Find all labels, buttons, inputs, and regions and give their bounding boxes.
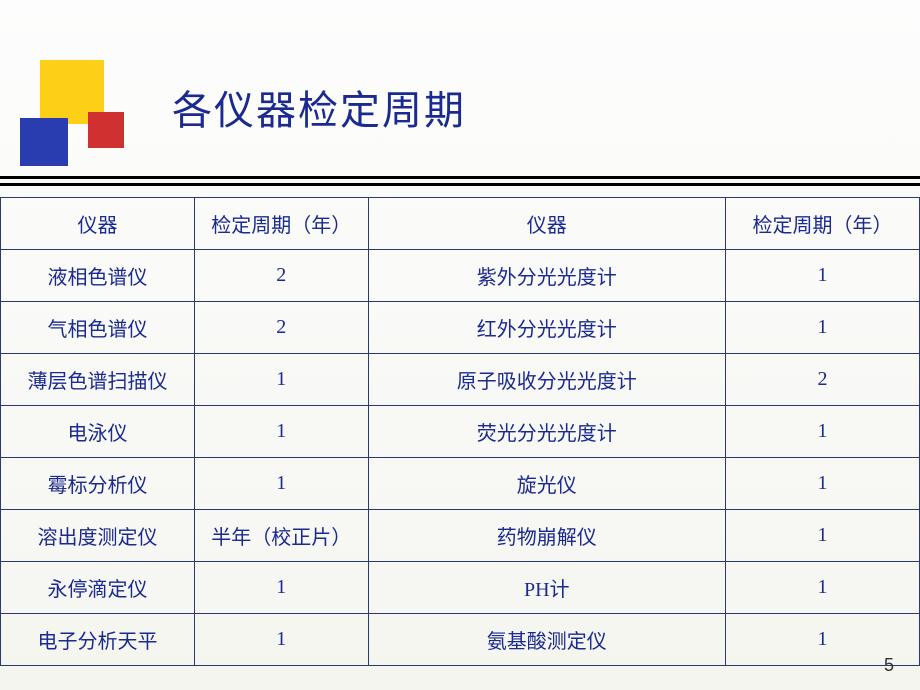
table-header-cell: 仪器 [368, 198, 725, 250]
table-header-cell: 仪器 [1, 198, 195, 250]
table-cell: 溶出度测定仪 [1, 510, 195, 562]
square-blue [20, 118, 68, 166]
table-cell: 气相色谱仪 [1, 302, 195, 354]
table-cell: 1 [725, 562, 919, 614]
table-cell: 荧光分光光度计 [368, 406, 725, 458]
table-cell: 1 [195, 458, 369, 510]
table-cell: 氨基酸测定仪 [368, 614, 725, 666]
table-cell: 1 [195, 614, 369, 666]
table-header-cell: 检定周期（年） [725, 198, 919, 250]
table-cell: 1 [725, 250, 919, 302]
page-number: 5 [884, 655, 894, 676]
table-cell: 霉标分析仪 [1, 458, 195, 510]
divider-line-bottom [0, 183, 920, 186]
table-cell: 永停滴定仪 [1, 562, 195, 614]
square-red [88, 112, 124, 148]
instrument-table-wrap: 仪器检定周期（年）仪器检定周期（年）液相色谱仪2紫外分光光度计1气相色谱仪2红外… [0, 197, 920, 666]
table-cell: 紫外分光光度计 [368, 250, 725, 302]
table-cell: 1 [725, 302, 919, 354]
table-cell: 电子分析天平 [1, 614, 195, 666]
slide-title: 各仪器检定周期 [172, 78, 466, 136]
table-row: 薄层色谱扫描仪1原子吸收分光光度计2 [1, 354, 920, 406]
table-row: 液相色谱仪2紫外分光光度计1 [1, 250, 920, 302]
table-cell: 1 [725, 458, 919, 510]
table-cell: 旋光仪 [368, 458, 725, 510]
table-cell: 1 [725, 406, 919, 458]
divider-line-top [0, 176, 920, 179]
table-header-cell: 检定周期（年） [195, 198, 369, 250]
table-header-row: 仪器检定周期（年）仪器检定周期（年） [1, 198, 920, 250]
table-cell: 电泳仪 [1, 406, 195, 458]
table-cell: 半年（校正片） [195, 510, 369, 562]
table-cell: 液相色谱仪 [1, 250, 195, 302]
table-cell: 1 [195, 354, 369, 406]
table-cell: 2 [195, 302, 369, 354]
decorative-squares [20, 60, 140, 180]
table-cell: 2 [195, 250, 369, 302]
table-cell: 药物崩解仪 [368, 510, 725, 562]
table-cell: 红外分光光度计 [368, 302, 725, 354]
table-cell: 薄层色谱扫描仪 [1, 354, 195, 406]
table-row: 霉标分析仪1旋光仪1 [1, 458, 920, 510]
table-row: 气相色谱仪2红外分光光度计1 [1, 302, 920, 354]
table-row: 永停滴定仪1PH计1 [1, 562, 920, 614]
table-cell: 1 [195, 406, 369, 458]
table-row: 电子分析天平1氨基酸测定仪1 [1, 614, 920, 666]
table-row: 溶出度测定仪半年（校正片）药物崩解仪1 [1, 510, 920, 562]
table-row: 电泳仪1荧光分光光度计1 [1, 406, 920, 458]
table-cell: PH计 [368, 562, 725, 614]
table-cell: 1 [725, 510, 919, 562]
instrument-table: 仪器检定周期（年）仪器检定周期（年）液相色谱仪2紫外分光光度计1气相色谱仪2红外… [0, 197, 920, 666]
table-cell: 2 [725, 354, 919, 406]
table-cell: 1 [195, 562, 369, 614]
table-cell: 原子吸收分光光度计 [368, 354, 725, 406]
